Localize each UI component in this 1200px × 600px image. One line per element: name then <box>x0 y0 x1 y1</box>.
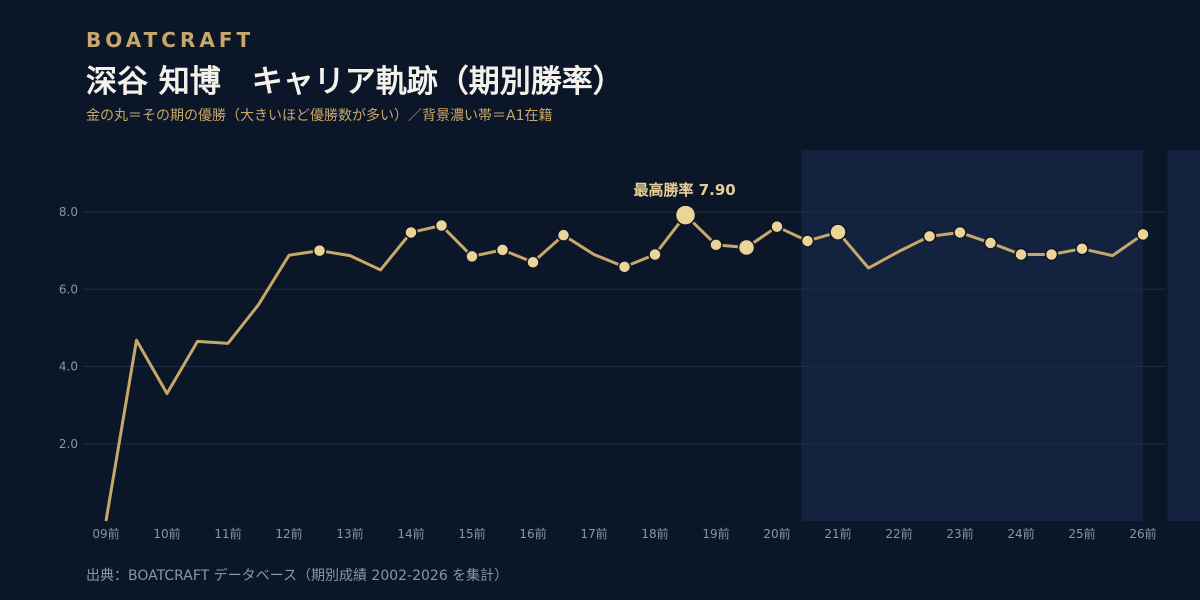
x-tick-label: 17前 <box>580 526 607 541</box>
y-tick-label: 8.0 <box>59 205 78 219</box>
source-note: 出典：BOATCRAFT データベース（期別成績 2002-2026 を集計） <box>86 568 509 584</box>
win-marker <box>617 260 632 274</box>
a1-band <box>1167 150 1200 521</box>
win-marker <box>674 204 697 226</box>
win-marker <box>1075 241 1089 256</box>
x-tick-label: 25前 <box>1068 526 1095 541</box>
win-marker <box>312 243 327 258</box>
win-marker <box>1136 227 1150 242</box>
win-marker <box>1014 247 1028 262</box>
win-marker <box>556 228 571 242</box>
x-tick-label: 20前 <box>763 526 790 541</box>
win-marker <box>953 225 967 240</box>
win-marker <box>983 236 998 250</box>
x-tick-label: 16前 <box>519 526 546 541</box>
x-tick-label: 12前 <box>275 526 302 541</box>
win-marker <box>770 219 784 234</box>
x-tick-label: 26前 <box>1129 526 1156 541</box>
chart-title: 深谷 知博 キャリア軌跡（期別勝率） <box>86 64 624 100</box>
a1-band <box>801 150 1143 521</box>
win-marker <box>495 243 510 257</box>
win-marker <box>737 238 756 257</box>
x-tick-label: 24前 <box>1007 526 1034 541</box>
win-marker <box>526 255 540 269</box>
win-marker <box>434 218 449 233</box>
win-marker <box>922 229 937 244</box>
win-marker <box>648 247 662 262</box>
x-tick-label: 15前 <box>458 526 485 541</box>
max-rate-annotation: 最高勝率 7.90 <box>634 181 736 199</box>
x-tick-label: 09前 <box>92 526 119 541</box>
y-tick-label: 6.0 <box>59 282 78 296</box>
win-marker <box>404 225 418 240</box>
brand-label: BOATCRAFT <box>86 28 255 52</box>
x-tick-label: 23前 <box>946 526 973 541</box>
x-tick-label: 14前 <box>397 526 424 541</box>
x-tick-label: 13前 <box>336 526 363 541</box>
win-marker <box>709 238 723 252</box>
x-tick-label: 10前 <box>153 526 180 541</box>
x-tick-label: 11前 <box>214 526 241 541</box>
x-tick-label: 21前 <box>824 526 851 541</box>
y-tick-label: 2.0 <box>59 437 78 451</box>
win-marker <box>465 249 479 264</box>
win-marker <box>829 223 847 241</box>
x-tick-label: 18前 <box>641 526 668 541</box>
chart-subtitle: 金の丸＝その期の優勝（大きいほど優勝数が多い）／背景濃い帯＝A1在籍 <box>86 108 553 124</box>
y-tick-label: 4.0 <box>59 360 78 374</box>
win-marker <box>800 234 815 248</box>
x-tick-label: 22前 <box>885 526 912 541</box>
win-marker <box>1044 247 1059 262</box>
x-tick-label: 19前 <box>702 526 729 541</box>
